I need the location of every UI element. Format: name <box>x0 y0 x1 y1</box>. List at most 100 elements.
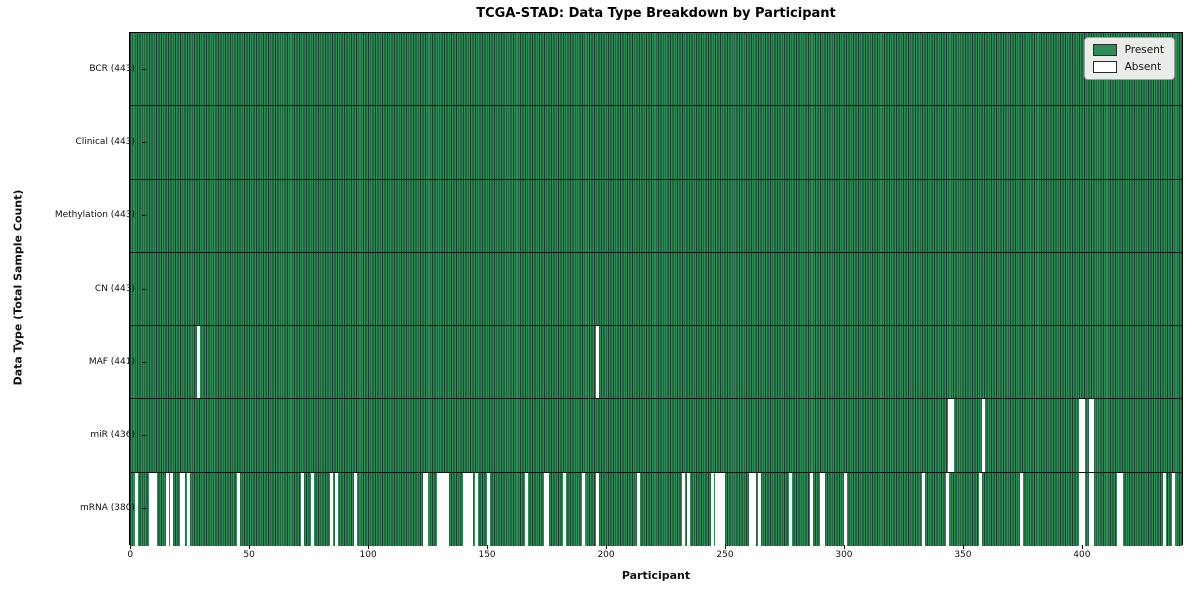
row-Methylation <box>130 179 1182 253</box>
absent-bar <box>334 472 338 546</box>
x-tick-label: 400 <box>1073 550 1091 560</box>
y-tick-label: miR (436) <box>90 430 135 441</box>
x-tick-label: 350 <box>954 550 972 560</box>
absent-bar <box>1081 399 1085 472</box>
absent-bar <box>950 399 954 472</box>
absent-bar <box>1162 472 1166 546</box>
legend-entry-present: Present <box>1092 44 1164 56</box>
y-tick-mark <box>142 435 146 437</box>
present-swatch-icon <box>1092 44 1117 56</box>
absent-bar <box>436 472 440 546</box>
y-tick-mark <box>142 508 146 510</box>
absent-bar <box>165 472 169 546</box>
plot-area <box>129 32 1183 546</box>
absent-bar <box>681 472 685 546</box>
absent-bar <box>1079 399 1083 472</box>
y-tick-mark <box>142 141 146 143</box>
x-tick-label: 150 <box>478 550 496 560</box>
absent-swatch-icon <box>1092 61 1117 73</box>
x-tick-label: 250 <box>716 550 734 560</box>
row-mRNA <box>130 472 1182 546</box>
x-axis-title: Participant <box>621 569 691 582</box>
absent-bar <box>187 472 191 546</box>
absent-bar <box>715 472 719 546</box>
x-tick-mark <box>368 545 370 549</box>
row-CN <box>130 252 1182 327</box>
absent-bar <box>196 326 200 399</box>
absent-bar <box>1119 472 1123 546</box>
absent-bar <box>463 472 467 546</box>
absent-bar <box>722 472 726 546</box>
x-tick-mark <box>1081 545 1083 549</box>
row-miR <box>130 399 1182 473</box>
x-tick-mark <box>606 545 608 549</box>
y-tick-label: Clinical (443) <box>75 136 135 147</box>
absent-bar <box>1088 472 1092 546</box>
absent-bar <box>310 472 314 546</box>
absent-bar <box>353 472 357 546</box>
chart-title: TCGA-STAD: Data Type Breakdown by Partic… <box>476 6 836 21</box>
row-Clinical <box>130 106 1182 180</box>
absent-bar <box>1079 472 1083 546</box>
y-tick-label: BCR (443) <box>89 63 135 74</box>
absent-bar <box>710 472 714 546</box>
x-tick-mark <box>249 545 251 549</box>
absent-bar <box>946 472 950 546</box>
y-tick-mark <box>142 215 146 217</box>
absent-bar <box>301 472 305 546</box>
absent-bar <box>819 472 823 546</box>
absent-bar <box>686 472 690 546</box>
absent-bar <box>748 472 752 546</box>
absent-bar <box>948 399 952 472</box>
absent-bar <box>720 472 724 546</box>
x-tick-label: 300 <box>835 550 853 560</box>
absent-bar <box>446 472 450 546</box>
absent-bar <box>753 472 757 546</box>
absent-bar <box>1091 472 1095 546</box>
absent-bar <box>789 472 793 546</box>
absent-bar <box>1172 472 1176 546</box>
absent-bar <box>170 472 174 546</box>
x-tick-label: 200 <box>597 550 615 560</box>
y-axis-title: Data Type (Total Sample Count) <box>11 189 25 386</box>
absent-bar <box>425 472 428 546</box>
absent-bar <box>151 472 155 546</box>
absent-bar <box>182 472 186 546</box>
absent-bar <box>843 472 847 546</box>
absent-bar <box>563 472 566 546</box>
absent-bar <box>329 472 333 546</box>
absent-bar <box>1081 472 1085 546</box>
x-tick-mark <box>962 545 964 549</box>
absent-bar <box>467 472 471 546</box>
absent-bar <box>524 472 528 546</box>
x-tick-mark <box>843 545 845 549</box>
absent-bar <box>153 472 157 546</box>
absent-bar <box>422 472 426 546</box>
legend-entry-absent: Absent <box>1092 61 1164 73</box>
x-tick-mark <box>724 545 726 549</box>
absent-bar <box>179 472 183 546</box>
absent-bar <box>596 472 600 546</box>
y-tick-label: MAF (441) <box>88 356 135 367</box>
x-tick-label: 100 <box>359 550 377 560</box>
absent-bar <box>758 472 762 546</box>
y-tick-mark <box>142 361 146 363</box>
absent-bar <box>717 472 721 546</box>
row-BCR <box>130 33 1182 107</box>
absent-bar <box>543 472 547 546</box>
absent-bar <box>149 472 152 546</box>
absent-bar <box>1088 399 1092 472</box>
absent-bar <box>636 472 640 546</box>
absent-bar <box>1117 472 1121 546</box>
absent-bar <box>1091 399 1095 472</box>
y-tick-mark <box>142 68 146 70</box>
absent-bar <box>596 326 600 399</box>
x-tick-label: 0 <box>127 550 134 560</box>
legend-label: Absent <box>1124 61 1162 73</box>
absent-bar <box>922 472 926 546</box>
y-tick-mark <box>142 288 146 290</box>
absent-bar <box>750 472 754 546</box>
absent-bar <box>470 472 474 546</box>
y-tick-label: Methylation (443) <box>54 210 135 221</box>
